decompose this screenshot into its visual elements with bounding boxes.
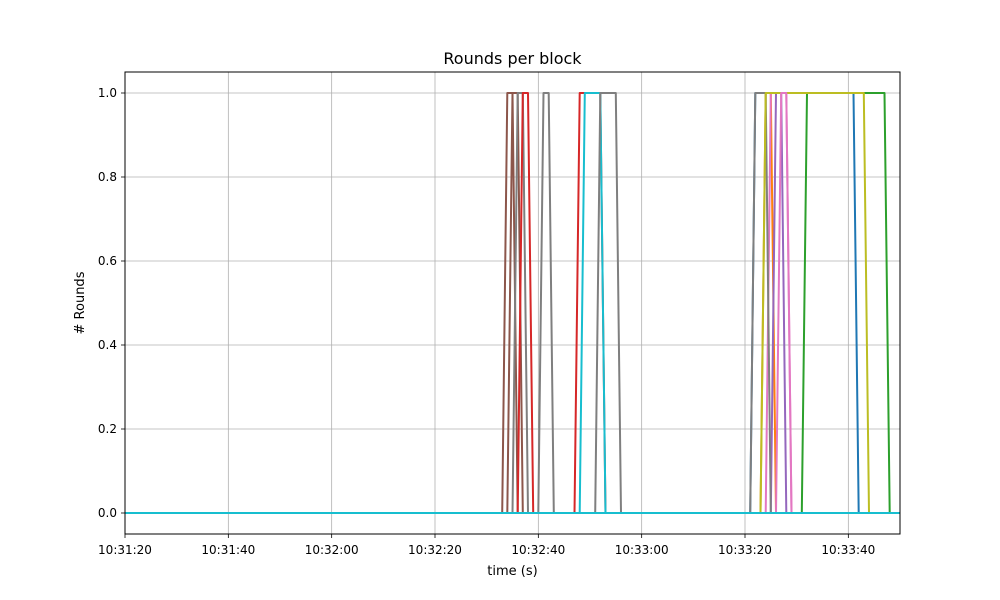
y-tick-label: 0.6 xyxy=(98,254,117,268)
x-tick-label: 10:31:40 xyxy=(201,543,255,557)
x-axis-label: time (s) xyxy=(487,564,537,579)
x-tick-label: 10:33:40 xyxy=(821,543,875,557)
chart-title: Rounds per block xyxy=(443,49,582,68)
y-axis: 0.0 0.2 0.4 0.6 0.8 1.0 xyxy=(98,86,125,520)
x-tick-label: 10:32:00 xyxy=(305,543,359,557)
y-tick-label: 0.8 xyxy=(98,170,117,184)
x-tick-label: 10:32:40 xyxy=(511,543,565,557)
x-axis: 10:31:20 10:31:40 10:32:00 10:32:20 10:32:40… xyxy=(98,534,875,557)
y-tick-label: 0.4 xyxy=(98,338,117,352)
x-tick-label: 10:33:00 xyxy=(615,543,669,557)
series-layer xyxy=(125,92,900,514)
x-tick-label: 10:33:20 xyxy=(718,543,772,557)
x-tick-label: 10:32:20 xyxy=(408,543,462,557)
plot-frame xyxy=(124,71,901,535)
y-tick-label: 0.2 xyxy=(98,422,117,436)
y-tick-label: 0.0 xyxy=(98,506,117,520)
x-tick-label: 10:31:20 xyxy=(98,543,152,557)
y-axis-label: # Rounds xyxy=(73,271,88,334)
y-tick-label: 1.0 xyxy=(98,86,117,100)
